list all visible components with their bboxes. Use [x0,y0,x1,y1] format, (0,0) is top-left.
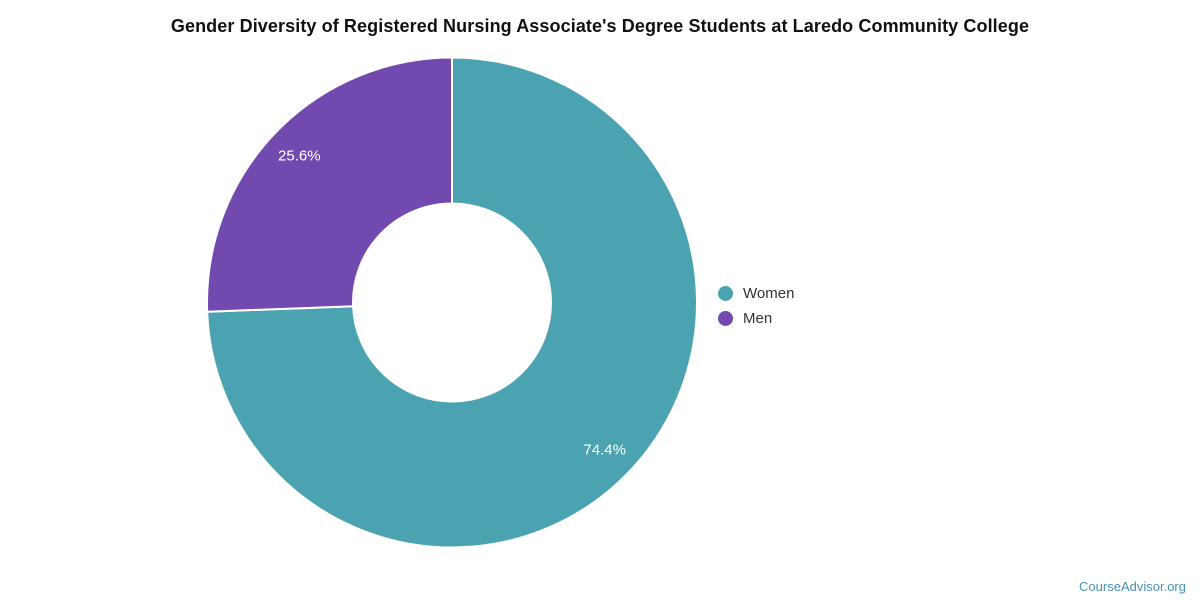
legend-swatch-men-icon [718,311,733,326]
slice-label-men: 25.6% [278,147,321,164]
watermark-link[interactable]: CourseAdvisor.org [1079,579,1186,594]
pie-slice-women[interactable] [206,56,698,549]
legend-label-men: Men [743,310,773,327]
slice-label-women: 74.4% [583,442,626,459]
legend-swatch-women-icon [718,286,733,301]
chart-title: Gender Diversity of Registered Nursing A… [170,16,1030,36]
legend-item-women[interactable]: Women [718,281,794,306]
pie-slice-men[interactable] [206,56,453,313]
legend: Women Men [718,281,794,331]
legend-item-men[interactable]: Men [718,306,794,331]
legend-label-women: Women [743,285,795,302]
